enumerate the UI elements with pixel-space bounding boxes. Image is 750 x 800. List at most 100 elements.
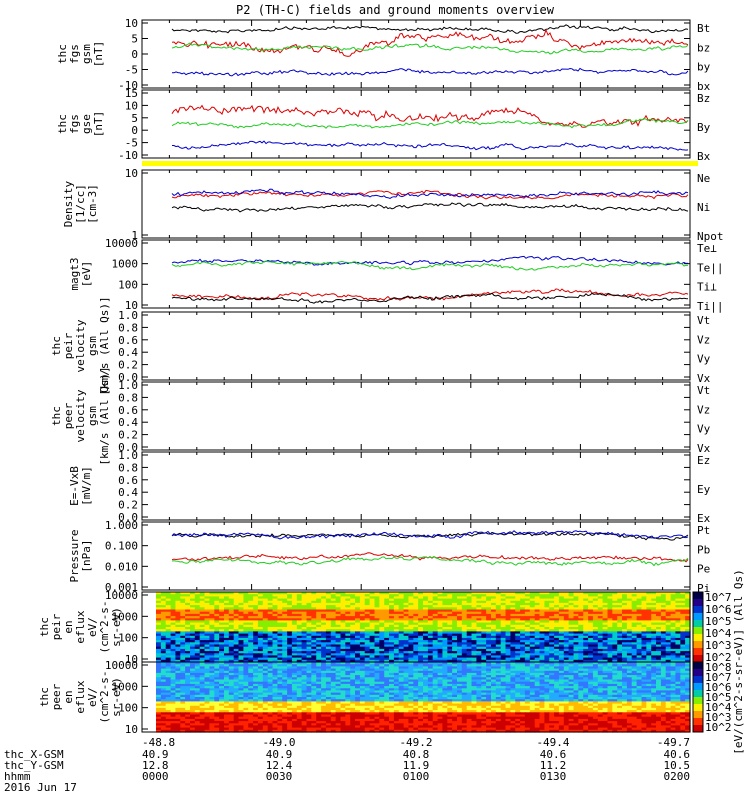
spectrogram-cell bbox=[476, 642, 482, 646]
spectrogram-cell bbox=[529, 592, 536, 595]
spectrogram-cell bbox=[345, 594, 351, 597]
spectrogram-cell bbox=[253, 596, 259, 600]
spectrogram-cell bbox=[510, 616, 516, 619]
spectrogram-cell bbox=[486, 659, 492, 663]
spectrogram-cell bbox=[471, 662, 477, 665]
spectrogram-cell bbox=[345, 600, 351, 604]
spectrogram-cell bbox=[296, 637, 303, 641]
spectrogram-cell bbox=[607, 609, 613, 613]
spectrogram-cell bbox=[685, 622, 691, 626]
spectrogram-cell bbox=[457, 662, 463, 665]
spectrogram-cell bbox=[631, 651, 638, 654]
spectrogram-cell bbox=[534, 659, 541, 663]
spectrogram-cell bbox=[389, 598, 395, 602]
spectrogram-cell bbox=[491, 651, 497, 654]
spectrogram-cell bbox=[379, 613, 385, 617]
spectrogram-cell bbox=[219, 596, 225, 600]
spectrogram-cell bbox=[180, 670, 186, 674]
spectrogram-cell bbox=[592, 657, 599, 661]
spectrogram-cell bbox=[384, 644, 390, 648]
spectrogram-cell bbox=[272, 662, 278, 665]
spectrogram-cell bbox=[665, 620, 672, 624]
spectrogram-cell bbox=[267, 668, 274, 672]
spectrogram-cell bbox=[524, 668, 531, 672]
spectrogram-cell bbox=[224, 675, 230, 678]
spectrogram-cell bbox=[510, 640, 516, 643]
spectrogram-cell bbox=[325, 598, 332, 602]
spectrogram-cell bbox=[214, 600, 220, 604]
spectrogram-cell bbox=[355, 664, 361, 667]
spectrogram-cell bbox=[656, 605, 662, 608]
spectrogram-cell bbox=[466, 618, 473, 622]
spectrogram-cell bbox=[491, 594, 497, 597]
spectrogram-cell bbox=[224, 631, 230, 635]
spectrogram-cell bbox=[374, 598, 380, 602]
spectrogram-cell bbox=[631, 618, 638, 622]
spectrogram-cell bbox=[685, 672, 691, 676]
spectrogram-cell bbox=[520, 642, 526, 646]
spectrogram-cell bbox=[185, 670, 191, 674]
spectrogram-cell bbox=[199, 637, 206, 641]
spectrogram-cell bbox=[224, 602, 230, 606]
spectrogram-cell bbox=[602, 594, 609, 597]
spectrogram-cell bbox=[670, 613, 677, 617]
spectrogram-cell bbox=[325, 616, 332, 619]
spectrogram-cell bbox=[306, 592, 312, 595]
spectrogram-cell bbox=[219, 657, 225, 661]
spectrogram-cell bbox=[646, 662, 652, 665]
spectrogram-cell bbox=[369, 648, 376, 652]
spectrogram-cell bbox=[204, 596, 210, 600]
spectrogram-cell bbox=[680, 611, 686, 615]
spectrogram-cell bbox=[573, 602, 579, 606]
spectrogram-cell bbox=[534, 618, 541, 622]
spectrogram-cell bbox=[549, 646, 555, 650]
spectrogram-cell bbox=[384, 662, 390, 665]
spectrogram-cell bbox=[257, 618, 264, 622]
spectrogram-cell bbox=[466, 616, 473, 619]
spectrogram-cell bbox=[228, 675, 235, 678]
spectrogram-cell bbox=[185, 646, 191, 650]
spectrogram-cell bbox=[262, 605, 269, 608]
spectrogram-cell bbox=[505, 653, 511, 657]
spectrogram-cell bbox=[267, 666, 274, 670]
spectrogram-cell bbox=[160, 624, 167, 628]
spectrogram-cell bbox=[539, 613, 545, 617]
spectrogram-cell bbox=[486, 616, 492, 619]
spectrogram-cell bbox=[549, 609, 555, 613]
spectrogram-cell bbox=[359, 613, 366, 617]
spectrogram-cell bbox=[457, 607, 463, 611]
spectrogram-cell bbox=[267, 611, 274, 615]
spectrogram-cell bbox=[233, 659, 240, 663]
y-tick-label: 0 bbox=[131, 48, 138, 61]
spectrogram-cell bbox=[607, 642, 613, 646]
spectrogram-cell bbox=[180, 598, 186, 602]
spectrogram-cell bbox=[675, 651, 681, 654]
spectrogram-cell bbox=[243, 607, 249, 611]
spectrogram-cell bbox=[636, 637, 643, 641]
spectrogram-cell bbox=[481, 620, 487, 624]
spectrogram-cell bbox=[403, 635, 410, 639]
spectrogram-cell bbox=[257, 629, 264, 632]
spectrogram-cell bbox=[209, 662, 215, 665]
spectrogram-cell bbox=[457, 633, 463, 637]
spectrogram-cell bbox=[165, 635, 172, 639]
spectrogram-cell bbox=[670, 592, 677, 595]
spectrogram-cell bbox=[291, 642, 298, 646]
spectrogram-cell bbox=[389, 607, 395, 611]
spectrogram-cell bbox=[282, 607, 288, 611]
spectrogram-cell bbox=[243, 622, 249, 626]
spectrogram-cell bbox=[311, 672, 317, 676]
spectrogram-cell bbox=[364, 635, 371, 639]
spectrogram-cell bbox=[476, 598, 482, 602]
spectrogram-cell bbox=[340, 644, 346, 648]
spectrogram-cell bbox=[520, 602, 526, 606]
spectrogram-cell bbox=[364, 613, 371, 617]
spectrogram-cell bbox=[408, 602, 414, 606]
spectrogram-cell bbox=[413, 657, 419, 661]
spectrogram-cell bbox=[170, 664, 177, 667]
spectrogram-cell bbox=[641, 642, 647, 646]
spectrogram-cell bbox=[316, 644, 322, 648]
spectrogram-cell bbox=[379, 605, 385, 608]
spectrogram-cell bbox=[398, 646, 405, 650]
spectrogram-cell bbox=[413, 598, 419, 602]
